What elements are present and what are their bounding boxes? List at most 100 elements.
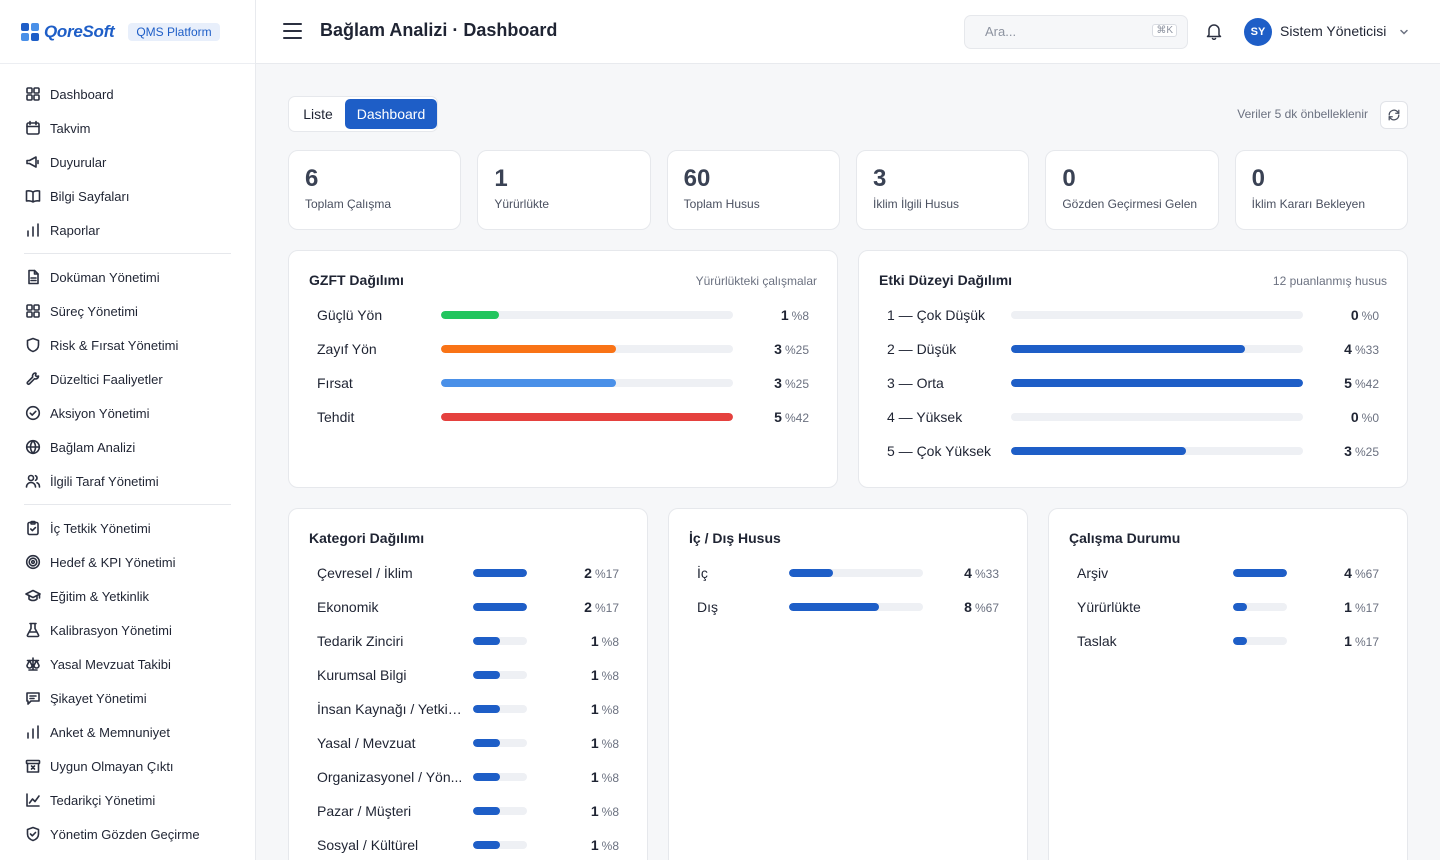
progress-track [473, 671, 527, 679]
row-count: 1 [1344, 633, 1352, 649]
sidebar-item[interactable]: Bağlam Analizi [0, 430, 255, 464]
sidebar-item[interactable]: Duyurular [0, 145, 255, 179]
etki-card: Etki Düzeyi Dağılımı 12 puanlanmış husus… [858, 250, 1408, 488]
sidebar-item[interactable]: İç Tetkik Yönetimi [0, 511, 255, 545]
sidebar-item[interactable]: Risk & Fırsat Yönetimi [0, 328, 255, 362]
progress-fill [789, 569, 834, 577]
sidebar-item[interactable]: Süreç Yönetimi [0, 294, 255, 328]
sidebar: QoreSoft QMS Platform Dashboard Takvim Duy… [0, 0, 256, 860]
progress-fill [441, 413, 733, 421]
progress-fill [473, 637, 500, 645]
sidebar-item-label: İlgili Taraf Yönetimi [50, 473, 159, 489]
row-label: 4 — Yüksek [887, 409, 963, 425]
book-icon [25, 190, 41, 203]
row-value: 1 %8 [591, 801, 619, 822]
row-count: 1 [590, 803, 599, 819]
archive-x-icon [25, 759, 41, 773]
sidebar-item[interactable]: Anket & Memnuniyet [0, 715, 255, 749]
row-label: Çevresel / İklim [317, 565, 413, 581]
logo-icon [21, 22, 39, 41]
graduation-cap-icon [25, 589, 41, 602]
stat-card: 6 Toplam Çalışma [288, 150, 462, 230]
stat-label: İklim İlgili Husus [872, 197, 959, 211]
search-input[interactable] [985, 24, 1135, 39]
stat-value: 6 [305, 165, 319, 192]
row-label: Taslak [1077, 633, 1117, 649]
menu-toggle-icon[interactable] [283, 23, 302, 40]
sidebar-item[interactable]: Düzeltici Faaliyetler [0, 362, 255, 396]
row-label: Tedarik Zinciri [317, 633, 404, 649]
row-value: 4 %67 [1344, 563, 1379, 584]
stat-label: Gözden Geçirmesi Gelen [1062, 197, 1198, 211]
row-value: 4 %33 [1344, 339, 1379, 360]
sidebar-item-label: Hedef & KPI Yönetimi [50, 554, 176, 570]
platform-badge: QMS Platform [128, 22, 220, 41]
row-count: 0 [1350, 307, 1359, 323]
calendar-icon [26, 120, 40, 135]
row-percent: %67 [974, 601, 999, 615]
row-count: 1 [590, 667, 599, 683]
row-percent: %8 [601, 703, 619, 717]
sidebar-item-label: Bağlam Analizi [50, 439, 136, 455]
row-percent: %42 [1354, 377, 1379, 391]
sidebar-item[interactable]: Kalibrasyon Yönetimi [0, 613, 255, 647]
progress-fill [789, 603, 879, 611]
tab-liste[interactable]: Liste [303, 106, 333, 122]
row-label: Dış [697, 599, 718, 615]
user-name[interactable]: Sistem Yöneticisi [1280, 23, 1387, 39]
sidebar-item[interactable]: İlgili Taraf Yönetimi [0, 464, 255, 498]
wrench-icon [26, 372, 40, 386]
row-percent: %0 [1361, 411, 1379, 425]
stat-label: Yürürlükte [494, 197, 550, 211]
sidebar-item[interactable]: Tedarikçi Yönetimi [0, 783, 255, 817]
row-count: 3 [774, 375, 782, 391]
progress-fill [1233, 569, 1287, 577]
refresh-button[interactable] [1380, 101, 1408, 129]
sidebar-item[interactable]: Takvim [0, 111, 255, 145]
row-percent: %17 [1354, 601, 1379, 615]
bell-icon[interactable] [1206, 22, 1222, 40]
row-count: 1 [590, 769, 599, 785]
shield-icon [26, 337, 40, 353]
gzft-card: GZFT Dağılımı Yürürlükteki çalışmalar Gü… [288, 250, 838, 488]
row-value: 0 %0 [1351, 407, 1379, 428]
progress-track [441, 345, 733, 353]
sidebar-item[interactable]: Dashboard [0, 77, 255, 111]
sidebar-item[interactable]: Doküman Yönetimi [0, 260, 255, 294]
sidebar-item[interactable]: Şikayet Yönetimi [0, 681, 255, 715]
sidebar-item[interactable]: Yönetim Gözden Geçirme [0, 817, 255, 851]
grid-icon [26, 304, 40, 318]
progress-fill [1011, 345, 1245, 353]
logo-text[interactable]: QoreSoft [44, 21, 115, 41]
sidebar-item-label: Yönetim Gözden Geçirme [50, 826, 200, 842]
row-value: 2 %17 [584, 563, 619, 584]
sidebar-item[interactable]: Uygun Olmayan Çıktı [0, 749, 255, 783]
progress-track [1011, 447, 1303, 455]
row-count: 3 [774, 341, 782, 357]
sidebar-item[interactable]: Hedef & KPI Yönetimi [0, 545, 255, 579]
main-content: Liste Dashboard Veriler 5 dk önbelleklen… [256, 64, 1440, 860]
chevron-down-icon[interactable] [1398, 26, 1410, 38]
sidebar-item[interactable]: Yasal Mevzuat Takibi [0, 647, 255, 681]
sidebar-item[interactable]: Eğitim & Yetkinlik [0, 579, 255, 613]
page-title: Bağlam Analizi · Dashboard [320, 20, 558, 40]
stat-value: 0 [1062, 165, 1076, 192]
file-icon [28, 269, 39, 285]
stat-value: 0 [1251, 165, 1265, 192]
grid-icon [26, 87, 40, 101]
avatar[interactable]: SY [1244, 18, 1272, 46]
row-percent: %33 [974, 567, 999, 581]
progress-fill [473, 671, 500, 679]
row-label: Kurumsal Bilgi [317, 667, 407, 683]
sidebar-item[interactable]: Aksiyon Yönetimi [0, 396, 255, 430]
search-box[interactable]: ⌘K [964, 15, 1188, 49]
tab-dashboard[interactable]: Dashboard [345, 99, 437, 129]
row-value: 1 %8 [781, 305, 809, 326]
row-value: 1 %8 [591, 835, 619, 856]
sidebar-item[interactable]: Raporlar [0, 213, 255, 247]
icdis-card: İç / Dış Husus İç 4 %33 Dış 8 %67 [668, 508, 1028, 860]
row-count: 1 [1344, 599, 1352, 615]
sidebar-item[interactable]: Bilgi Sayfaları [0, 179, 255, 213]
refresh-icon [1388, 109, 1400, 121]
progress-fill [1011, 379, 1303, 387]
